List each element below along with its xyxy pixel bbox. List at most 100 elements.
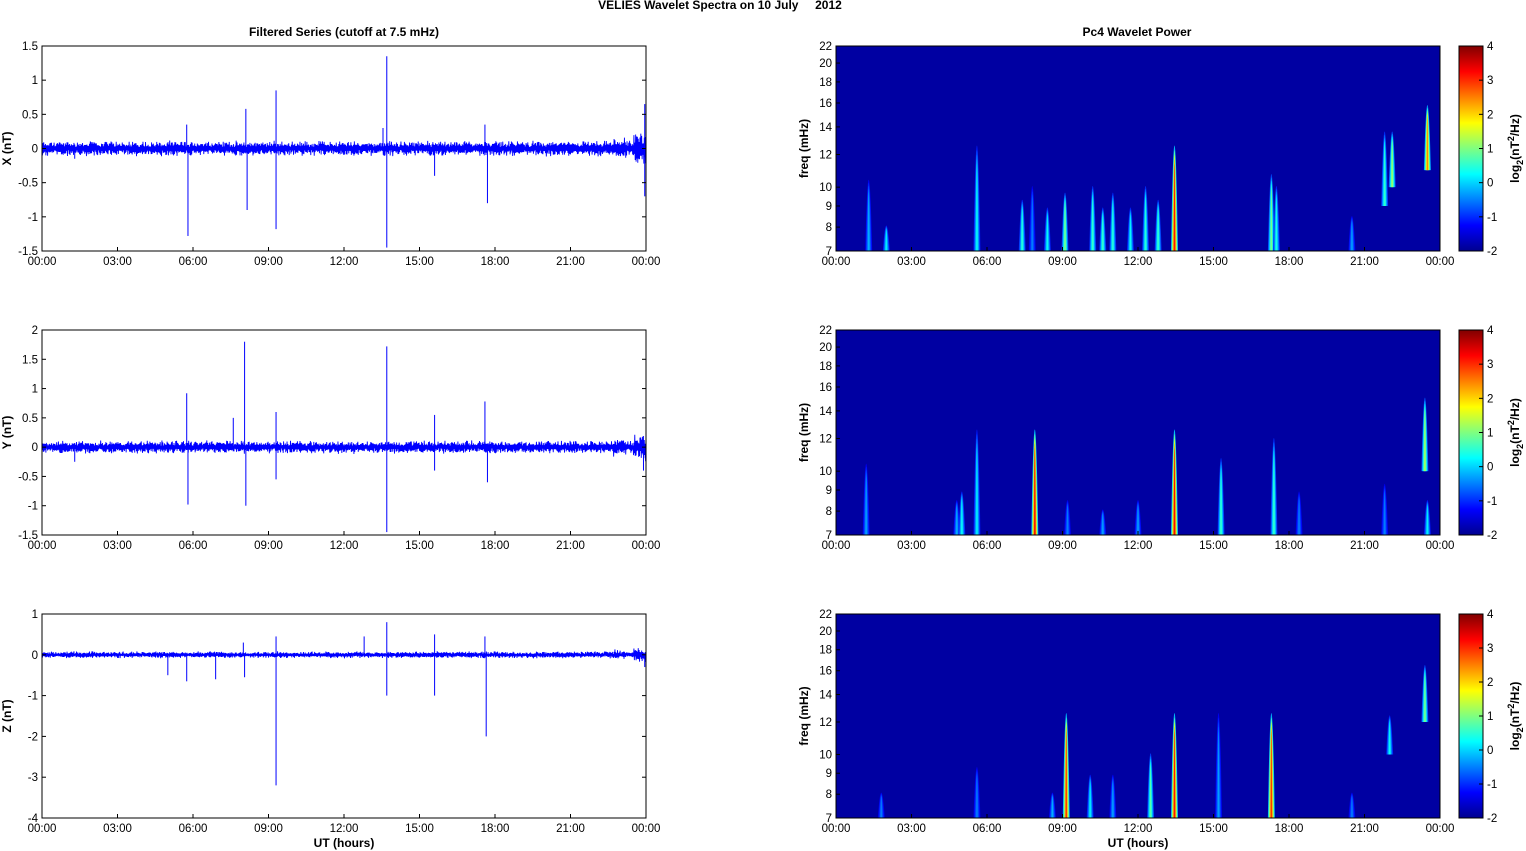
x-tick-label: 21:00: [556, 256, 585, 268]
colorbar-label-part: /Hz): [1508, 682, 1522, 704]
heatmap-feature: [1348, 216, 1356, 251]
y-tick-label: 0: [32, 650, 38, 662]
x-tick-label: 09:00: [1048, 823, 1077, 835]
y-tick-label: 12: [819, 717, 832, 729]
heatmap-background: [836, 46, 1440, 251]
colorbar-tick-label: -2: [1487, 530, 1497, 542]
x-tick-label: 00:00: [1426, 256, 1455, 268]
heatmap-feature: [1217, 458, 1225, 535]
colorbar-tick-label: 2: [1487, 109, 1493, 121]
heatmap-feature: [973, 145, 981, 251]
signal-trace: [41, 434, 647, 462]
plot-area: [42, 614, 646, 818]
colorbar-label-part: /Hz): [1508, 114, 1522, 136]
x-tick-label: 21:00: [556, 540, 585, 552]
colorbar-tick-label: -1: [1487, 212, 1497, 224]
y-tick-label: 10: [819, 182, 832, 194]
heatmap-feature: [1089, 185, 1097, 251]
y-tick-label: -3: [28, 772, 38, 784]
heatmap-cell: [1046, 214, 1049, 251]
x-tick-label: 00:00: [28, 256, 57, 268]
heatmap-feature: [1421, 397, 1429, 472]
x-tick-label: 21:00: [556, 823, 585, 835]
colorbar-label-part: log: [1508, 165, 1522, 183]
x-tick-label: 00:00: [822, 256, 851, 268]
x-tick-label: 21:00: [1350, 540, 1379, 552]
x-tick-label: 12:00: [330, 823, 359, 835]
x-tick-label: 00:00: [822, 540, 851, 552]
x-tick-label: 09:00: [1048, 540, 1077, 552]
colorbar-label-part: log: [1508, 732, 1522, 750]
heatmap-feature: [1064, 500, 1072, 535]
heatmap-cell: [976, 775, 978, 818]
signal-trace: [41, 133, 647, 164]
heatmap-feature: [1048, 792, 1056, 818]
x-tick-label: 18:00: [1275, 256, 1304, 268]
heatmap-cell: [1426, 505, 1429, 535]
colorbar-label: log2(nT2/Hz): [1506, 114, 1525, 183]
heatmap-feature: [1147, 753, 1155, 818]
y-tick-label: 8: [826, 222, 832, 234]
heatmap-feature: [1154, 199, 1162, 251]
y-tick-label: 8: [826, 506, 832, 518]
y-tick-label: 1: [32, 609, 38, 621]
x-tick-label: 03:00: [897, 823, 926, 835]
heatmap-cell: [1064, 202, 1066, 251]
y-tick-label: 9: [826, 201, 832, 213]
y-tick-label: 9: [826, 768, 832, 780]
x-tick-label: 21:00: [1350, 256, 1379, 268]
heatmap-cell: [1144, 197, 1147, 251]
x-tick-label: 15:00: [405, 823, 434, 835]
heatmap-feature: [1142, 185, 1150, 251]
heatmap-cell: [976, 163, 978, 251]
x-tick-label: 00:00: [632, 256, 661, 268]
heatmap-cell: [880, 796, 883, 818]
y-tick-label: 22: [819, 609, 832, 621]
y-axis-label: X (nT): [0, 132, 14, 166]
y-tick-label: 20: [819, 342, 832, 354]
x-tick-label: 00:00: [28, 823, 57, 835]
heatmap-feature: [1018, 199, 1026, 251]
colorbar-label-part: (nT: [1508, 425, 1522, 444]
colorbar-tick-label: 3: [1487, 359, 1493, 371]
heatmap-feature: [1043, 207, 1051, 251]
colorbar-tick-label: -2: [1487, 813, 1497, 825]
colorbar-tick-label: 4: [1487, 325, 1494, 337]
heatmap-feature: [1062, 713, 1070, 818]
x-tick-label: 15:00: [1199, 256, 1228, 268]
heatmap-cell: [1275, 197, 1278, 251]
heatmap-cell: [885, 229, 888, 251]
heatmap-cell: [1173, 731, 1176, 818]
y-tick-label: 1: [32, 384, 38, 396]
x-tick-label: 00:00: [632, 823, 661, 835]
figure-title: VELIES Wavelet Spectra on 10 July 2012: [598, 0, 842, 12]
x-tick-label: 00:00: [28, 540, 57, 552]
colorbar-tick-label: 4: [1487, 609, 1494, 621]
heatmap-cell: [1065, 731, 1068, 818]
colorbar-label-part: (nT: [1508, 708, 1522, 727]
y-tick-label: -1.5: [18, 530, 38, 542]
x-tick-label: 15:00: [1199, 823, 1228, 835]
heatmap-feature: [1099, 509, 1107, 535]
y-tick-label: 16: [819, 98, 832, 110]
y-tick-label: -1: [28, 691, 38, 703]
colorbar-label: log2(nT2/Hz): [1506, 398, 1525, 467]
heatmap-cell: [1129, 214, 1132, 251]
x-tick-label: 06:00: [179, 540, 208, 552]
heatmap-feature: [882, 225, 890, 251]
y-tick-label: -1: [28, 501, 38, 513]
signal-trace: [41, 648, 647, 662]
plot-area: [42, 330, 646, 535]
y-tick-label: 16: [819, 382, 832, 394]
y-tick-label: 2: [32, 325, 38, 337]
heatmap-cell: [956, 505, 958, 535]
heatmap-cell: [865, 476, 867, 535]
y-tick-label: 7: [826, 813, 832, 825]
x-tick-label: 00:00: [632, 540, 661, 552]
x-tick-label: 18:00: [481, 256, 510, 268]
y-tick-label: 1.5: [22, 41, 38, 53]
heatmap-cell: [1021, 208, 1023, 251]
heatmap-feature: [1388, 131, 1396, 188]
